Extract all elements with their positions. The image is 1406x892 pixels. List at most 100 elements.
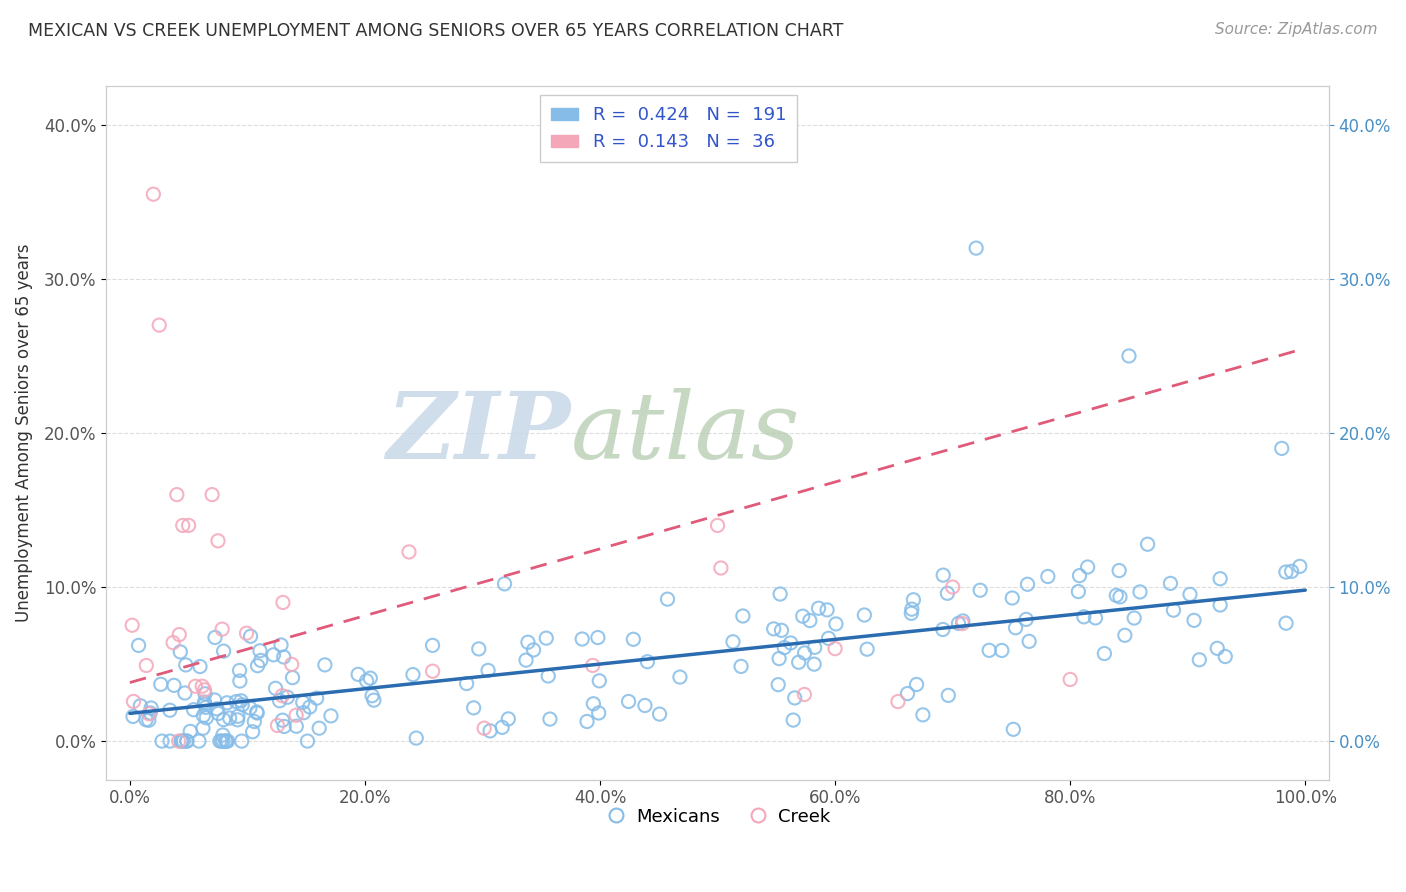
Point (246, 706, 269, 720)
Point (208, 734, 231, 748)
Point (952, 614, 974, 628)
Point (1018, 634, 1040, 648)
Point (169, 627, 191, 641)
Point (586, 631, 609, 645)
Text: ZIP: ZIP (387, 388, 571, 478)
Point (281, 671, 304, 685)
Point (936, 689, 959, 703)
Point (128, 639, 150, 653)
Point (621, 632, 644, 647)
Point (965, 241, 987, 255)
Point (1188, 653, 1211, 667)
Point (308, 721, 330, 735)
Point (319, 709, 342, 723)
Point (218, 711, 240, 725)
Point (793, 688, 815, 702)
Point (825, 616, 848, 631)
Point (249, 653, 271, 667)
Point (1129, 585, 1152, 599)
Point (142, 187, 165, 202)
Point (950, 616, 973, 631)
Point (657, 592, 679, 607)
Point (762, 622, 785, 636)
Point (149, 677, 172, 691)
Y-axis label: Unemployment Among Seniors over 65 years: Unemployment Among Seniors over 65 years (15, 244, 32, 623)
Point (292, 706, 315, 720)
Point (121, 618, 143, 632)
Point (305, 691, 328, 706)
Point (170, 734, 193, 748)
Point (536, 631, 558, 645)
Point (1004, 621, 1026, 635)
Point (169, 645, 191, 659)
Point (239, 629, 262, 643)
Point (896, 687, 918, 701)
Point (1017, 577, 1039, 591)
Point (498, 712, 520, 726)
Point (1136, 537, 1159, 551)
Point (582, 658, 605, 673)
Point (225, 695, 247, 709)
Point (721, 634, 744, 648)
Point (617, 694, 640, 708)
Point (1108, 564, 1130, 578)
Point (285, 708, 308, 723)
Point (803, 657, 825, 672)
Point (538, 712, 561, 726)
Point (139, 706, 162, 720)
Point (1123, 611, 1146, 625)
Point (1105, 588, 1128, 602)
Point (176, 734, 198, 748)
Point (177, 518, 200, 533)
Point (1271, 442, 1294, 456)
Point (166, 487, 188, 501)
Legend: Mexicans, Creek: Mexicans, Creek (598, 800, 837, 833)
Point (159, 734, 181, 748)
Point (212, 644, 235, 658)
Point (1084, 611, 1107, 625)
Point (1118, 349, 1140, 363)
Point (792, 609, 814, 624)
Point (634, 698, 657, 713)
Point (1209, 572, 1232, 586)
Point (817, 632, 839, 646)
Point (787, 655, 810, 669)
Point (468, 641, 491, 656)
Point (648, 707, 671, 722)
Point (226, 709, 249, 723)
Point (669, 670, 692, 684)
Point (298, 700, 321, 714)
Point (799, 614, 821, 628)
Point (398, 545, 420, 559)
Point (184, 679, 207, 693)
Point (291, 695, 314, 709)
Point (273, 650, 295, 665)
Point (1067, 584, 1090, 599)
Point (215, 734, 238, 748)
Point (138, 713, 160, 727)
Point (191, 679, 214, 693)
Point (402, 667, 425, 681)
Point (193, 682, 215, 697)
Point (363, 693, 385, 707)
Point (582, 697, 605, 711)
Point (1036, 569, 1059, 583)
Point (991, 643, 1014, 657)
Point (491, 720, 513, 734)
Point (243, 714, 266, 729)
Point (215, 734, 238, 748)
Point (571, 632, 593, 646)
Point (1281, 565, 1303, 579)
Point (636, 655, 658, 669)
Point (285, 719, 308, 733)
Point (148, 318, 170, 333)
Point (766, 678, 789, 692)
Text: atlas: atlas (571, 388, 800, 478)
Point (1209, 598, 1232, 612)
Point (276, 690, 298, 705)
Point (1182, 613, 1205, 627)
Point (163, 678, 186, 692)
Point (193, 695, 215, 709)
Point (942, 580, 965, 594)
Point (207, 706, 229, 721)
